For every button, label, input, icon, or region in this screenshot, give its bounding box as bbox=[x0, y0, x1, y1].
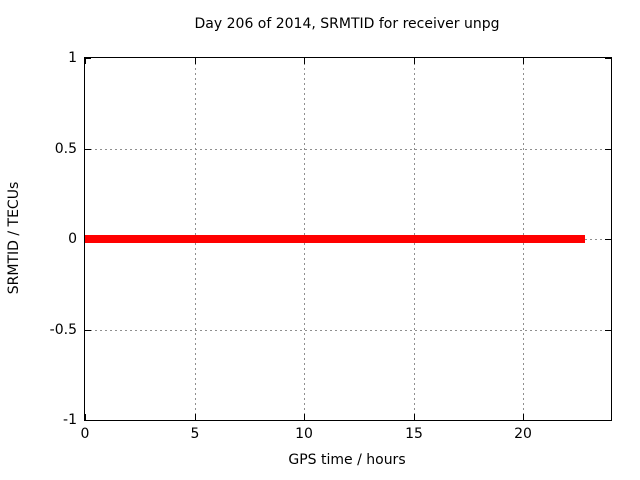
x-tick-bottom-5 bbox=[195, 414, 196, 420]
chart-title: Day 206 of 2014, SRMTID for receiver unp… bbox=[194, 16, 500, 32]
y-tick-label--0.5: -0.5 bbox=[49, 322, 77, 338]
x-tick-top-5 bbox=[195, 58, 196, 64]
x-tick-bottom-0 bbox=[85, 414, 86, 420]
x-tick-label-0: 0 bbox=[80, 426, 90, 442]
y-tick-right--1 bbox=[605, 420, 611, 421]
y-tick-left--0.5 bbox=[85, 330, 91, 331]
x-axis-label: GPS time / hours bbox=[288, 452, 406, 468]
y-tick-right-0 bbox=[605, 239, 611, 240]
x-tick-label-5: 5 bbox=[190, 426, 200, 442]
y-tick-label-0: 0 bbox=[68, 231, 77, 247]
x-tick-top-0 bbox=[85, 58, 86, 64]
x-tick-label-20: 20 bbox=[514, 426, 532, 442]
y-tick-left-1 bbox=[85, 58, 91, 59]
y-tick-right--0.5 bbox=[605, 330, 611, 331]
x-tick-label-10: 10 bbox=[295, 426, 313, 442]
gridline-y--0.5 bbox=[85, 330, 611, 331]
y-tick-label--1: -1 bbox=[63, 412, 77, 428]
y-tick-label-1: 1 bbox=[68, 50, 77, 66]
plot-area: 0 5 10 15 20 -1 -0.5 0 0.5 1 bbox=[50, 50, 612, 442]
y-tick-left--1 bbox=[85, 420, 91, 421]
x-tick-top-20 bbox=[523, 58, 524, 64]
x-tick-bottom-20 bbox=[523, 414, 524, 420]
x-tick-top-10 bbox=[304, 58, 305, 64]
y-tick-left-0.5 bbox=[85, 149, 91, 150]
x-tick-top-15 bbox=[414, 58, 415, 64]
gridline-y-0.5 bbox=[85, 149, 611, 150]
x-tick-bottom-15 bbox=[414, 414, 415, 420]
y-tick-right-0.5 bbox=[605, 149, 611, 150]
series-line-srmtid bbox=[85, 235, 585, 243]
y-tick-right-1 bbox=[605, 58, 611, 59]
x-tick-bottom-10 bbox=[304, 414, 305, 420]
x-tick-label-15: 15 bbox=[405, 426, 423, 442]
y-tick-label-0.5: 0.5 bbox=[54, 141, 77, 157]
